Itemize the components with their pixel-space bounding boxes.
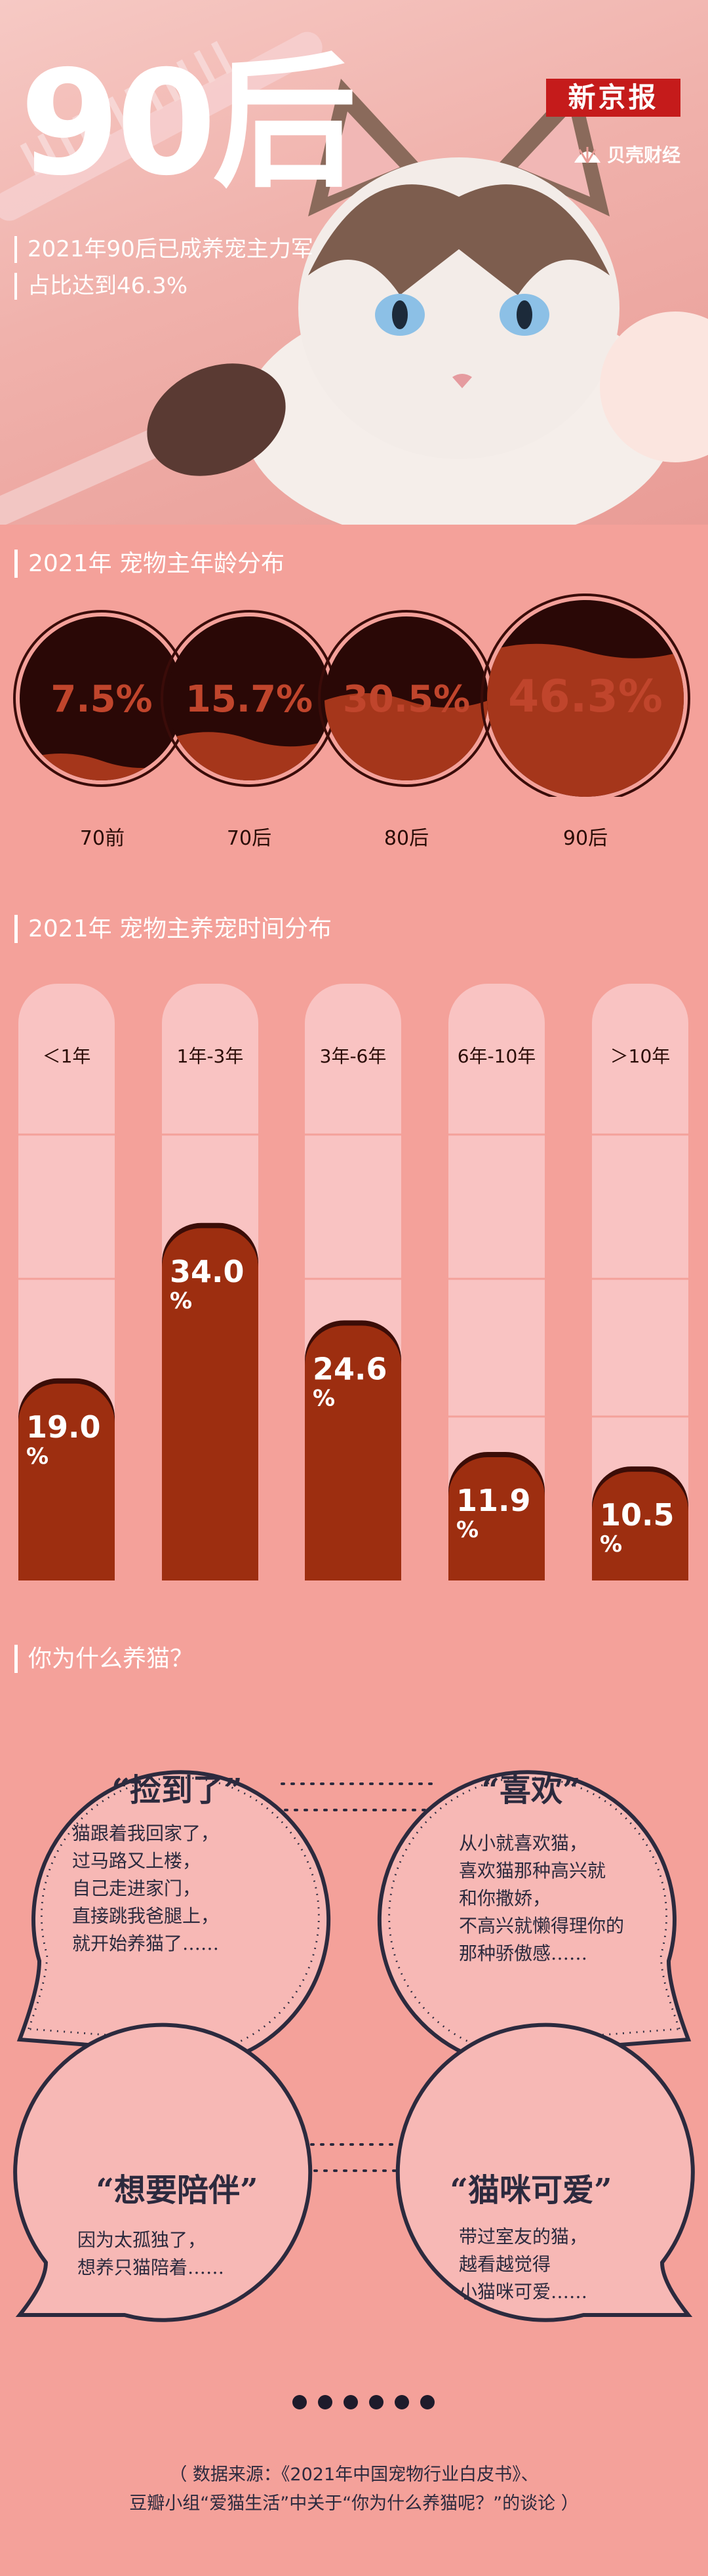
reason-title-company: “想要陪伴” [96, 2172, 258, 2209]
bar-track [448, 984, 545, 1580]
age-ring-chart: 7.5% 15.7% 30.5% 46.3% [13, 594, 690, 797]
ring-value-label: 7.5% [50, 678, 152, 721]
bar-category-label: 1年-3年 [177, 1045, 244, 1067]
hero-illustration [0, 31, 708, 525]
hero-title: 90后 [20, 39, 357, 207]
ring-value-label: 15.7% [186, 678, 313, 721]
age-label-80s: 80后 [384, 827, 429, 850]
bar-unit-label: % [26, 1443, 49, 1470]
reason-body-found: 猫跟着我回家了， 过马路又上楼， 自己走进家门， 直接跳我爸腿上， 就开始养猫了… [72, 1822, 220, 1954]
bar-track [592, 984, 688, 1580]
powder-puff-icon [600, 312, 708, 462]
reason-title-cute: “猫咪可爱” [450, 2172, 612, 2209]
ring-background [20, 616, 184, 780]
section-title-age: 2021年 宠物主年龄分布 [14, 550, 285, 578]
makeup-brush-icon [0, 363, 286, 525]
bar-unit-label: % [600, 1531, 622, 1558]
reason-body-like: 从小就喜欢猫， 喜欢猫那种高兴就 和你撒娇， 不高兴就懒得理你的 那种骄傲感…… [459, 1832, 625, 1964]
reason-title-like: “喜欢” [481, 1772, 581, 1809]
bar-base [305, 1541, 401, 1580]
bar-category-label: 3年-6年 [320, 1045, 387, 1067]
speech-bubble-company [13, 2023, 313, 2322]
shell-icon [574, 147, 600, 163]
bar-base [592, 1541, 688, 1580]
bar [162, 1228, 258, 1580]
page-dots [292, 2395, 435, 2409]
speech-bubbles [13, 1770, 695, 2322]
bar-base [162, 1541, 258, 1580]
bar-value-label: 10.5 [600, 1497, 675, 1533]
partner-logo: 贝壳财经 [573, 141, 680, 167]
bar [305, 1325, 401, 1580]
section-title-reasons: 你为什么养猫？ [14, 1645, 193, 1674]
dot [369, 2395, 384, 2409]
dot [420, 2395, 435, 2409]
bar [18, 1383, 115, 1580]
reason-body-cute: 带过室友的猫， 越看越觉得 小猫咪可爱…… [459, 2226, 588, 2303]
reason-title-found: “捡到了” [111, 1772, 243, 1809]
age-label-70s: 70后 [226, 827, 272, 850]
bar-unit-label: % [456, 1517, 479, 1543]
bar-value-label: 19.0 [26, 1409, 101, 1445]
partner-name: 贝壳财经 [606, 144, 680, 166]
bar-unit-label: % [170, 1288, 192, 1314]
bar-category-label: ＜1年 [43, 1045, 91, 1067]
bar-value-label: 34.0 [170, 1254, 245, 1289]
ring-outline [481, 594, 690, 797]
age-label-90s: 90后 [562, 827, 608, 850]
bar-unit-label: % [313, 1385, 335, 1411]
dot [344, 2395, 358, 2409]
hero-subtitle-line-2: 占比达到46.3% [14, 273, 187, 300]
age-label-70-before: 70前 [79, 827, 125, 850]
ring-fill [324, 693, 488, 780]
hero-subtitle-line-1: 2021年90后已成养宠主力军 [14, 236, 313, 263]
bar-category-label: ＞10年 [610, 1045, 671, 1067]
ring-value-label: 30.5% [343, 678, 470, 721]
dot [292, 2395, 307, 2409]
bar-category-label: 6年-10年 [458, 1045, 536, 1067]
ring-fill [487, 643, 684, 797]
bar-value-label: 24.6 [313, 1351, 387, 1386]
brand-logo: 新京报 [546, 79, 680, 117]
dot [318, 2395, 332, 2409]
reason-body-company: 因为太孤独了， 想养只猫陪着…… [77, 2229, 225, 2278]
bar-value-label: 11.9 [456, 1483, 531, 1518]
comb-icon [0, 31, 323, 221]
dot [395, 2395, 409, 2409]
speech-bubble-cute [395, 2023, 695, 2322]
cat-icon [243, 79, 675, 525]
bar-base [18, 1541, 115, 1580]
bar-base [448, 1541, 545, 1580]
ring-value-label: 46.3% [508, 671, 663, 723]
hero-banner: 90后 新京报 贝壳财经 2021年90后已成养宠主力军 占比达到46.3% [0, 0, 708, 525]
section-title-duration: 2021年 宠物主养宠时间分布 [14, 915, 332, 944]
duration-bar-chart: ＜1年 19.0% 1年-3年 34.0% 3年-6年 24.6% 6年-10年 11.9% ＞… [18, 984, 688, 1580]
data-source: （ 数据来源：《2021年中国宠物行业白皮书》、 豆瓣小组“爱猫生活”中关于“你… [129, 2465, 579, 2514]
